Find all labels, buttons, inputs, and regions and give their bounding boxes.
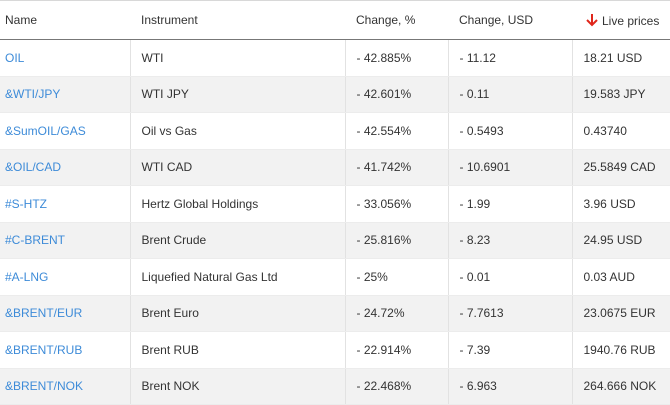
change-usd-cell: - 7.7613 — [447, 295, 572, 332]
price-cell: 19.583 JPY — [571, 76, 670, 113]
symbol-cell: &BRENT/NOK — [0, 368, 130, 405]
instrument-cell: WTI JPY — [129, 76, 345, 113]
price-cell: 25.5849 CAD — [571, 149, 670, 186]
price-cell: 18.21 USD — [571, 39, 670, 77]
symbol-link[interactable]: OIL — [5, 50, 25, 65]
instrument-cell: Oil vs Gas — [129, 112, 345, 150]
table-row: OIL WTI - 42.885% - 11.12 18.21 USD — [0, 39, 670, 77]
symbol-link[interactable]: &BRENT/RUB — [5, 342, 83, 357]
column-header-text: Live prices — [602, 13, 660, 28]
symbol-cell: &OIL/CAD — [0, 149, 130, 186]
header-row: Name Instrument Change, % Change, USD Li… — [0, 0, 670, 40]
change-usd-cell: - 6.963 — [447, 368, 572, 405]
change-percent-cell: - 24.72% — [344, 295, 448, 332]
table-row: #C-BRENT Brent Crude - 25.816% - 8.23 24.95 … — [0, 222, 670, 259]
table-row: &WTI/JPY WTI JPY - 42.601% - 0.11 19.583 JPY — [0, 76, 670, 113]
table-row: #A-LNG Liquefied Natural Gas Ltd - 25% - 0.… — [0, 258, 670, 296]
change-usd-cell: - 7.39 — [447, 331, 572, 369]
price-cell: 0.43740 — [571, 112, 670, 150]
symbol-link[interactable]: #A-LNG — [5, 269, 49, 284]
change-percent-cell: - 25% — [344, 258, 448, 296]
column-header[interactable]: Name — [0, 0, 130, 40]
symbol-cell: #A-LNG — [0, 258, 130, 296]
change-percent-cell: - 25.816% — [344, 222, 448, 259]
symbol-cell: OIL — [0, 39, 130, 77]
column-header[interactable]: Instrument — [130, 0, 345, 40]
symbol-cell: &BRENT/RUB — [0, 331, 130, 369]
change-usd-cell: - 10.6901 — [447, 149, 572, 186]
price-cell: 0.03 AUD — [571, 258, 670, 296]
sorted-column-header[interactable]: Live prices — [572, 0, 670, 40]
change-usd-cell: - 1.99 — [447, 185, 572, 223]
symbol-cell: &BRENT/EUR — [0, 295, 130, 332]
change-percent-cell: - 42.885% — [344, 39, 448, 77]
symbol-link[interactable]: &OIL/CAD — [5, 160, 62, 175]
instrument-cell: Liquefied Natural Gas Ltd — [129, 258, 345, 296]
change-percent-cell: - 41.742% — [344, 149, 448, 186]
column-header[interactable]: Change, % — [345, 0, 448, 40]
price-cell: 3.96 USD — [571, 185, 670, 223]
instrument-cell: Brent RUB — [129, 331, 345, 369]
instrument-cell: Brent Crude — [129, 222, 345, 259]
symbol-cell: #S-HTZ — [0, 185, 130, 223]
change-percent-cell: - 33.056% — [344, 185, 448, 223]
change-percent-cell: - 22.914% — [344, 331, 448, 369]
table-row: &BRENT/EUR Brent Euro - 24.72% - 7.7613 23.0… — [0, 295, 670, 332]
symbol-link[interactable]: #S-HTZ — [5, 196, 47, 211]
symbol-link[interactable]: &SumOIL/GAS — [5, 123, 86, 138]
table-row: &SumOIL/GAS Oil vs Gas - 42.554% - 0.5493 0.… — [0, 112, 670, 150]
change-percent-cell: - 22.468% — [344, 368, 448, 405]
change-usd-cell: - 11.12 — [447, 39, 572, 77]
price-cell: 24.95 USD — [571, 222, 670, 259]
symbol-link[interactable]: &BRENT/NOK — [5, 379, 84, 394]
symbol-cell: &WTI/JPY — [0, 76, 130, 113]
price-cell: 264.666 NOK — [571, 368, 670, 405]
instrument-cell: WTI — [129, 39, 345, 77]
symbol-cell: &SumOIL/GAS — [0, 112, 130, 150]
change-usd-cell: - 0.5493 — [447, 112, 572, 150]
table-header: Name Instrument Change, % Change, USD Li… — [0, 0, 670, 40]
symbol-link[interactable]: #C-BRENT — [5, 233, 66, 248]
symbol-link[interactable]: &WTI/JPY — [5, 87, 61, 102]
instrument-cell: Brent NOK — [129, 368, 345, 405]
change-usd-cell: - 0.11 — [447, 76, 572, 113]
instrument-cell: Hertz Global Holdings — [129, 185, 345, 223]
sort-arrow — [586, 13, 598, 26]
price-cell: 23.0675 EUR — [571, 295, 670, 332]
change-usd-cell: - 0.01 — [447, 258, 572, 296]
column-header[interactable]: Change, USD — [448, 0, 572, 40]
table-body: OIL WTI - 42.885% - 11.12 18.21 USD &WTI/JPY W… — [0, 39, 670, 405]
table-row: &BRENT/NOK Brent NOK - 22.468% - 6.963 264.6… — [0, 368, 670, 405]
symbol-cell: #C-BRENT — [0, 222, 130, 259]
change-percent-cell: - 42.554% — [344, 112, 448, 150]
table-row: #S-HTZ Hertz Global Holdings - 33.056% - 1.… — [0, 185, 670, 223]
table-row: &BRENT/RUB Brent RUB - 22.914% - 7.39 1940.7… — [0, 331, 670, 369]
price-cell: 1940.76 RUB — [571, 331, 670, 369]
instrument-cell: WTI CAD — [129, 149, 345, 186]
instrument-cell: Brent Euro — [129, 295, 345, 332]
change-percent-cell: - 42.601% — [344, 76, 448, 113]
change-usd-cell: - 8.23 — [447, 222, 572, 259]
table-row: &OIL/CAD WTI CAD - 41.742% - 10.6901 25.5849… — [0, 149, 670, 186]
symbol-link[interactable]: &BRENT/EUR — [5, 306, 83, 321]
